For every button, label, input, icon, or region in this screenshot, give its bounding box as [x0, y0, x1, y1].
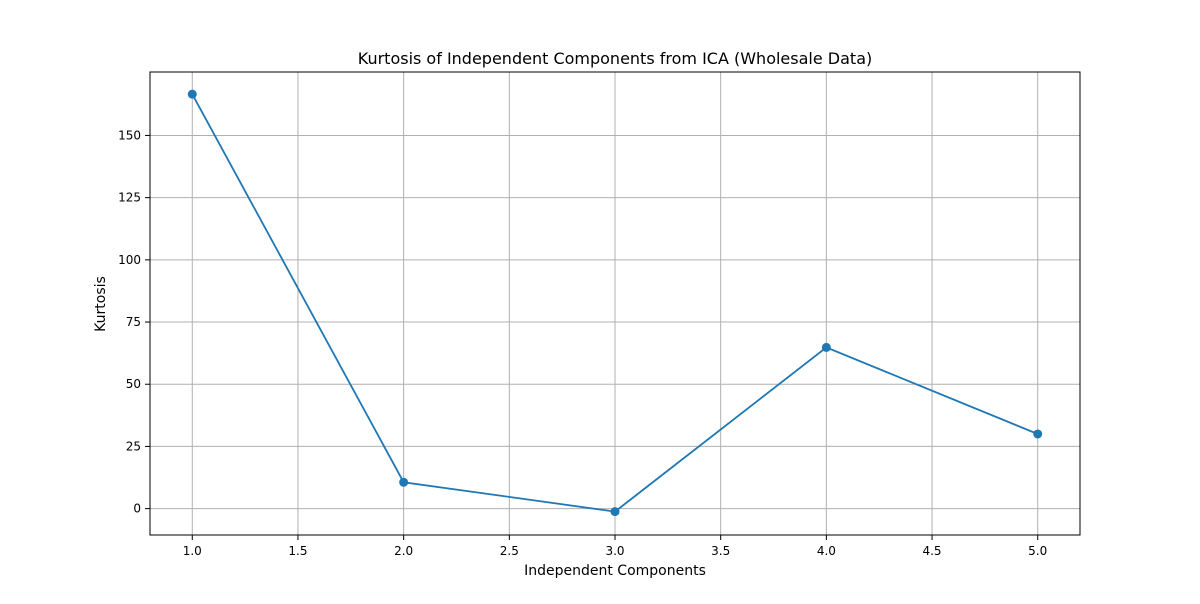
- y-tick-label: 100: [118, 253, 141, 267]
- y-tick-label: 75: [126, 315, 141, 329]
- grid-layer: [150, 72, 1080, 535]
- y-tick-label: 150: [118, 128, 141, 142]
- data-point: [821, 342, 831, 352]
- x-axis-ticks: 1.0 1.5 2.0 2.5 3.0 3.5 4.0 4.5 5.0: [183, 535, 1047, 558]
- x-tick-label: 3.0: [605, 544, 624, 558]
- x-tick-label: 3.5: [711, 544, 730, 558]
- data-point: [399, 477, 409, 487]
- y-tick-label: 125: [118, 191, 141, 205]
- y-tick-label: 50: [126, 377, 141, 391]
- y-tick-label: 0: [133, 502, 141, 516]
- x-tick-label: 4.5: [922, 544, 941, 558]
- x-axis-label: Independent Components: [524, 563, 706, 579]
- data-point: [187, 89, 197, 99]
- x-tick-label: 4.0: [817, 544, 836, 558]
- y-axis-ticks: 0 25 50 75 100 125 150: [118, 128, 150, 516]
- x-tick-label: 2.5: [500, 544, 519, 558]
- x-tick-label: 2.0: [394, 544, 413, 558]
- x-tick-label: 5.0: [1028, 544, 1047, 558]
- x-tick-label: 1.5: [288, 544, 307, 558]
- y-axis-label: Kurtosis: [93, 276, 109, 332]
- data-point: [610, 507, 620, 517]
- series-layer: [187, 89, 1043, 517]
- chart-title: Kurtosis of Independent Components from …: [358, 49, 872, 68]
- x-tick-label: 1.0: [183, 544, 202, 558]
- y-tick-label: 25: [126, 439, 141, 453]
- data-point: [1033, 429, 1043, 439]
